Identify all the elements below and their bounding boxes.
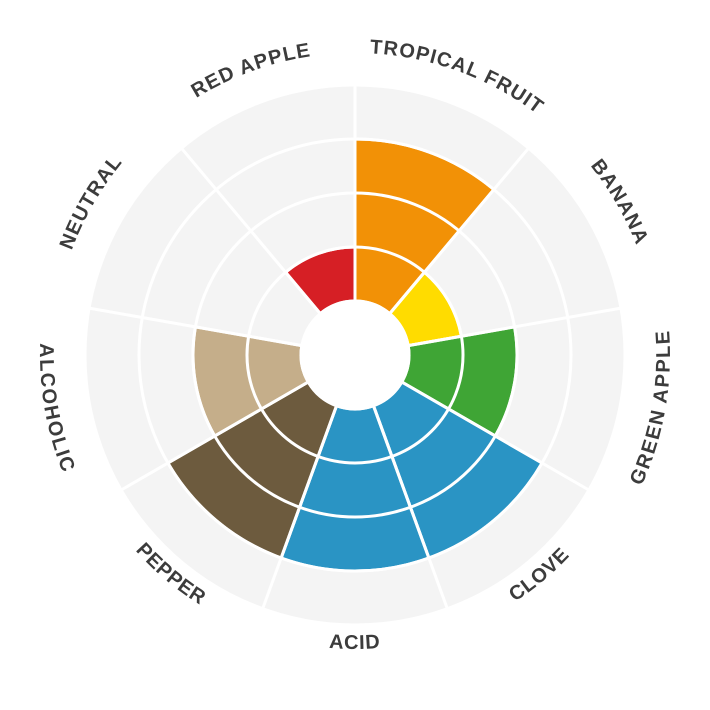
segment-label: ALCOHOLIC [35,343,79,475]
segment-label: GREEN APPLE [626,329,675,488]
grid-ring [301,301,409,409]
segment-label: ACID [329,631,382,654]
flavor-polar-chart: TROPICAL FRUITBANANAGREEN APPLECLOVEACID… [0,0,710,710]
